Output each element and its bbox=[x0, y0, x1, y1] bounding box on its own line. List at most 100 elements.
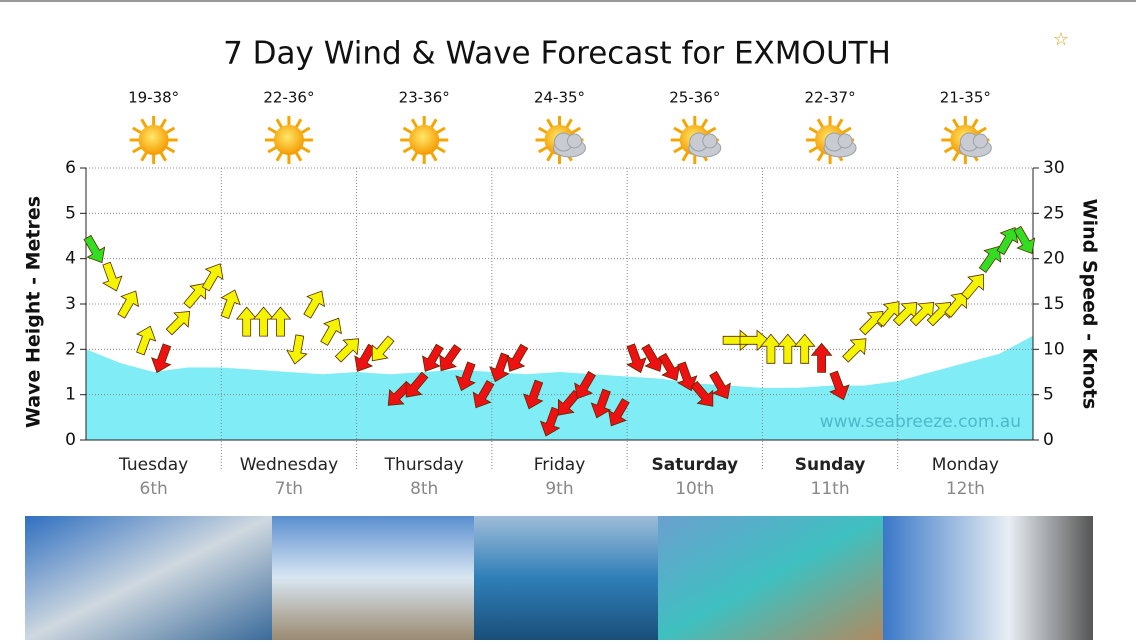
sun-ray bbox=[132, 145, 143, 154]
wind-arrow bbox=[117, 290, 139, 319]
cloud bbox=[688, 132, 722, 158]
temp-range: 19-38° bbox=[128, 89, 179, 107]
photo-strip bbox=[25, 516, 1093, 640]
wind-arrow bbox=[252, 306, 275, 337]
wind-arrow bbox=[676, 361, 698, 392]
y2-tick-label: 0 bbox=[1043, 430, 1054, 450]
cloud bbox=[823, 132, 857, 158]
sun-ray bbox=[402, 126, 413, 135]
day-date: 12th bbox=[946, 479, 985, 499]
watermark: www.seabreeze.com.au bbox=[820, 412, 1021, 432]
cloud-part bbox=[567, 133, 582, 149]
sun-ray bbox=[537, 126, 549, 135]
cloud bbox=[553, 132, 586, 158]
weather-icon bbox=[670, 116, 722, 164]
sun-ray bbox=[570, 126, 582, 135]
day-name: Saturday bbox=[652, 455, 739, 475]
day-name: Thursday bbox=[384, 455, 464, 475]
temp-range: 23-36° bbox=[399, 89, 450, 107]
y-tick-label: 6 bbox=[65, 158, 76, 178]
wind-arrow bbox=[523, 379, 544, 410]
sun-ray bbox=[816, 151, 825, 162]
wind-arrow bbox=[926, 302, 952, 327]
plot-area bbox=[86, 335, 1033, 440]
wind-arrow bbox=[1013, 225, 1036, 255]
day-name: Tuesday bbox=[118, 455, 188, 475]
y2-tick-label: 30 bbox=[1043, 158, 1065, 178]
sun-ray bbox=[159, 151, 167, 162]
sun-ray bbox=[808, 126, 819, 135]
sun-ray bbox=[159, 118, 167, 129]
day-date: 7th bbox=[275, 479, 303, 499]
wind-arrow bbox=[183, 282, 206, 309]
sun-ray bbox=[435, 145, 446, 154]
wind-arrow bbox=[590, 388, 612, 419]
day-name: Wednesday bbox=[240, 455, 338, 475]
wind-arrow bbox=[810, 342, 833, 373]
sun-ray bbox=[816, 118, 825, 129]
sun-ray bbox=[546, 151, 554, 162]
sun-ray bbox=[537, 145, 549, 154]
weather-icon bbox=[400, 116, 449, 164]
wind-arrow bbox=[422, 343, 444, 372]
wind-arrow bbox=[859, 311, 884, 336]
sun bbox=[138, 125, 169, 155]
y2-tick-label: 5 bbox=[1043, 385, 1054, 405]
sun-ray bbox=[700, 118, 709, 129]
sun-ray bbox=[943, 145, 954, 154]
sun bbox=[273, 125, 304, 155]
wind-arrow bbox=[489, 352, 510, 383]
bookmark-star[interactable]: ☆ bbox=[1053, 29, 1069, 50]
sun-ray bbox=[673, 126, 684, 135]
sun-ray bbox=[402, 145, 413, 154]
y-tick-label: 5 bbox=[65, 203, 76, 223]
sun-ray bbox=[435, 126, 446, 135]
wind-arrow bbox=[201, 263, 224, 292]
wind-arrow bbox=[961, 273, 984, 300]
photo[interactable] bbox=[272, 516, 474, 640]
photo[interactable] bbox=[883, 516, 1093, 640]
temp-range: 25-36° bbox=[669, 89, 720, 107]
photo[interactable] bbox=[474, 516, 658, 640]
sun-ray bbox=[140, 151, 148, 162]
y-axis-label: Wave Height - Metres bbox=[23, 196, 45, 428]
sun-ray bbox=[267, 126, 278, 135]
sun-ray bbox=[952, 118, 960, 129]
sun-ray bbox=[294, 151, 303, 162]
wind-arrow bbox=[626, 343, 647, 374]
wind-arrow bbox=[944, 292, 967, 318]
wind-arrow bbox=[135, 325, 157, 356]
sun-ray bbox=[429, 151, 438, 162]
day-date: 8th bbox=[410, 479, 438, 499]
photo[interactable] bbox=[25, 516, 272, 640]
sun-ray bbox=[140, 118, 148, 129]
wind-arrow bbox=[102, 261, 123, 292]
wind-arrow bbox=[506, 343, 529, 372]
wind-arrow bbox=[235, 306, 258, 337]
sun-ray bbox=[546, 118, 554, 129]
sun-ray bbox=[275, 151, 284, 162]
wind-arrow bbox=[83, 234, 106, 264]
sun-ray bbox=[952, 151, 960, 162]
wave-area bbox=[86, 335, 1033, 440]
sun-ray bbox=[300, 145, 311, 154]
wind-arrow bbox=[690, 380, 714, 407]
cloud-part bbox=[837, 133, 853, 149]
sun-ray bbox=[165, 145, 176, 154]
weather-icon bbox=[264, 116, 313, 164]
wind-arrow bbox=[996, 226, 1019, 256]
y-tick-label: 3 bbox=[65, 294, 76, 314]
sun-ray bbox=[294, 118, 303, 129]
sun-ray bbox=[410, 151, 419, 162]
wind-arrow bbox=[776, 333, 799, 364]
wind-arrow bbox=[722, 329, 753, 352]
wind-arrow bbox=[978, 245, 1002, 274]
wind-arrow bbox=[842, 338, 867, 363]
y-tick-label: 1 bbox=[65, 385, 76, 405]
wind-arrow bbox=[739, 329, 770, 352]
photo[interactable] bbox=[658, 516, 883, 640]
day-date: 11th bbox=[811, 479, 850, 499]
cloud-part bbox=[972, 133, 988, 149]
